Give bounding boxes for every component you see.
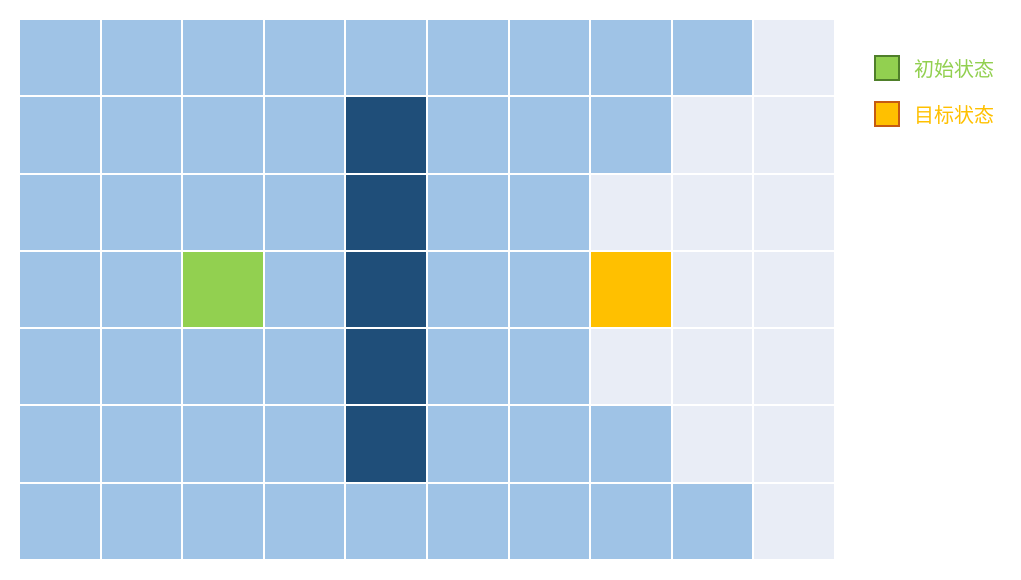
grid-cell-free — [590, 19, 672, 97]
grid-cell-free — [19, 96, 101, 174]
grid-cell-free — [19, 19, 101, 97]
grid-cell-free — [427, 173, 509, 251]
grid-cell-path — [590, 328, 672, 406]
grid-cell-wall — [345, 173, 427, 251]
legend-item-goal: 目标状态 — [874, 101, 1014, 131]
grid-cell-free — [508, 173, 591, 251]
grid-cell-free — [19, 250, 101, 329]
grid-cell-free — [100, 328, 183, 406]
grid-cell-wall — [345, 250, 427, 329]
grid-cell-free — [427, 328, 509, 406]
grid-cell-free — [345, 482, 427, 560]
grid-cell-free — [590, 482, 672, 560]
grid-cell-free — [263, 482, 346, 560]
grid-cell-path — [590, 173, 672, 251]
grid-cell-free — [427, 96, 509, 174]
grid-cell-free — [508, 19, 591, 97]
grid-cell-free — [671, 19, 754, 97]
grid-cell-free — [100, 19, 183, 97]
gridworld-grid — [19, 19, 835, 560]
grid-cell-free — [508, 250, 591, 329]
grid-cell-wall — [345, 96, 427, 174]
orange-square-icon — [874, 101, 900, 127]
grid-cell-free — [263, 328, 346, 406]
grid-cell-free — [19, 405, 101, 483]
grid-cell-free — [508, 405, 591, 483]
grid-cell-free — [19, 482, 101, 560]
grid-cell-free — [263, 173, 346, 251]
grid-cell-free — [263, 250, 346, 329]
grid-cell-path — [753, 405, 835, 483]
grid-cell-free — [427, 250, 509, 329]
grid-cell-path — [753, 19, 835, 97]
grid-cell-free — [263, 19, 346, 97]
grid-cell-free — [100, 173, 183, 251]
grid-cell-goal — [590, 250, 672, 329]
grid-cell-free — [182, 482, 264, 560]
grid-cell-free — [508, 96, 591, 174]
grid-cell-path — [753, 328, 835, 406]
grid-cell-free — [590, 405, 672, 483]
grid-cell-free — [182, 328, 264, 406]
legend-item-start: 初始状态 — [874, 55, 1014, 85]
grid-cell-free — [100, 96, 183, 174]
grid-cell-path — [753, 250, 835, 329]
grid-cell-path — [671, 96, 754, 174]
grid-cell-free — [345, 19, 427, 97]
grid-cell-path — [671, 328, 754, 406]
grid-cell-wall — [345, 328, 427, 406]
grid-cell-free — [182, 405, 264, 483]
grid-cell-path — [753, 482, 835, 560]
grid-cell-free — [508, 482, 591, 560]
legend-label-start: 初始状态 — [914, 57, 994, 81]
grid-cell-free — [508, 328, 591, 406]
legend-label-goal: 目标状态 — [914, 103, 994, 127]
grid-cell-free — [263, 405, 346, 483]
grid-cell-free — [427, 482, 509, 560]
grid-cell-free — [427, 405, 509, 483]
grid-cell-free — [182, 19, 264, 97]
grid-cell-path — [671, 405, 754, 483]
grid-cell-free — [100, 250, 183, 329]
grid-cell-wall — [345, 405, 427, 483]
grid-cell-free — [100, 482, 183, 560]
grid-cell-path — [753, 96, 835, 174]
grid-cell-free — [182, 173, 264, 251]
grid-cell-free — [427, 19, 509, 97]
grid-cell-path — [671, 173, 754, 251]
grid-cell-free — [671, 482, 754, 560]
grid-cell-start — [182, 250, 264, 329]
green-square-icon — [874, 55, 900, 81]
grid-cell-free — [19, 328, 101, 406]
grid-cell-free — [100, 405, 183, 483]
grid-cell-path — [671, 250, 754, 329]
grid-cell-free — [590, 96, 672, 174]
grid-cell-free — [19, 173, 101, 251]
grid-cell-free — [263, 96, 346, 174]
grid-cell-path — [753, 173, 835, 251]
grid-cell-free — [182, 96, 264, 174]
